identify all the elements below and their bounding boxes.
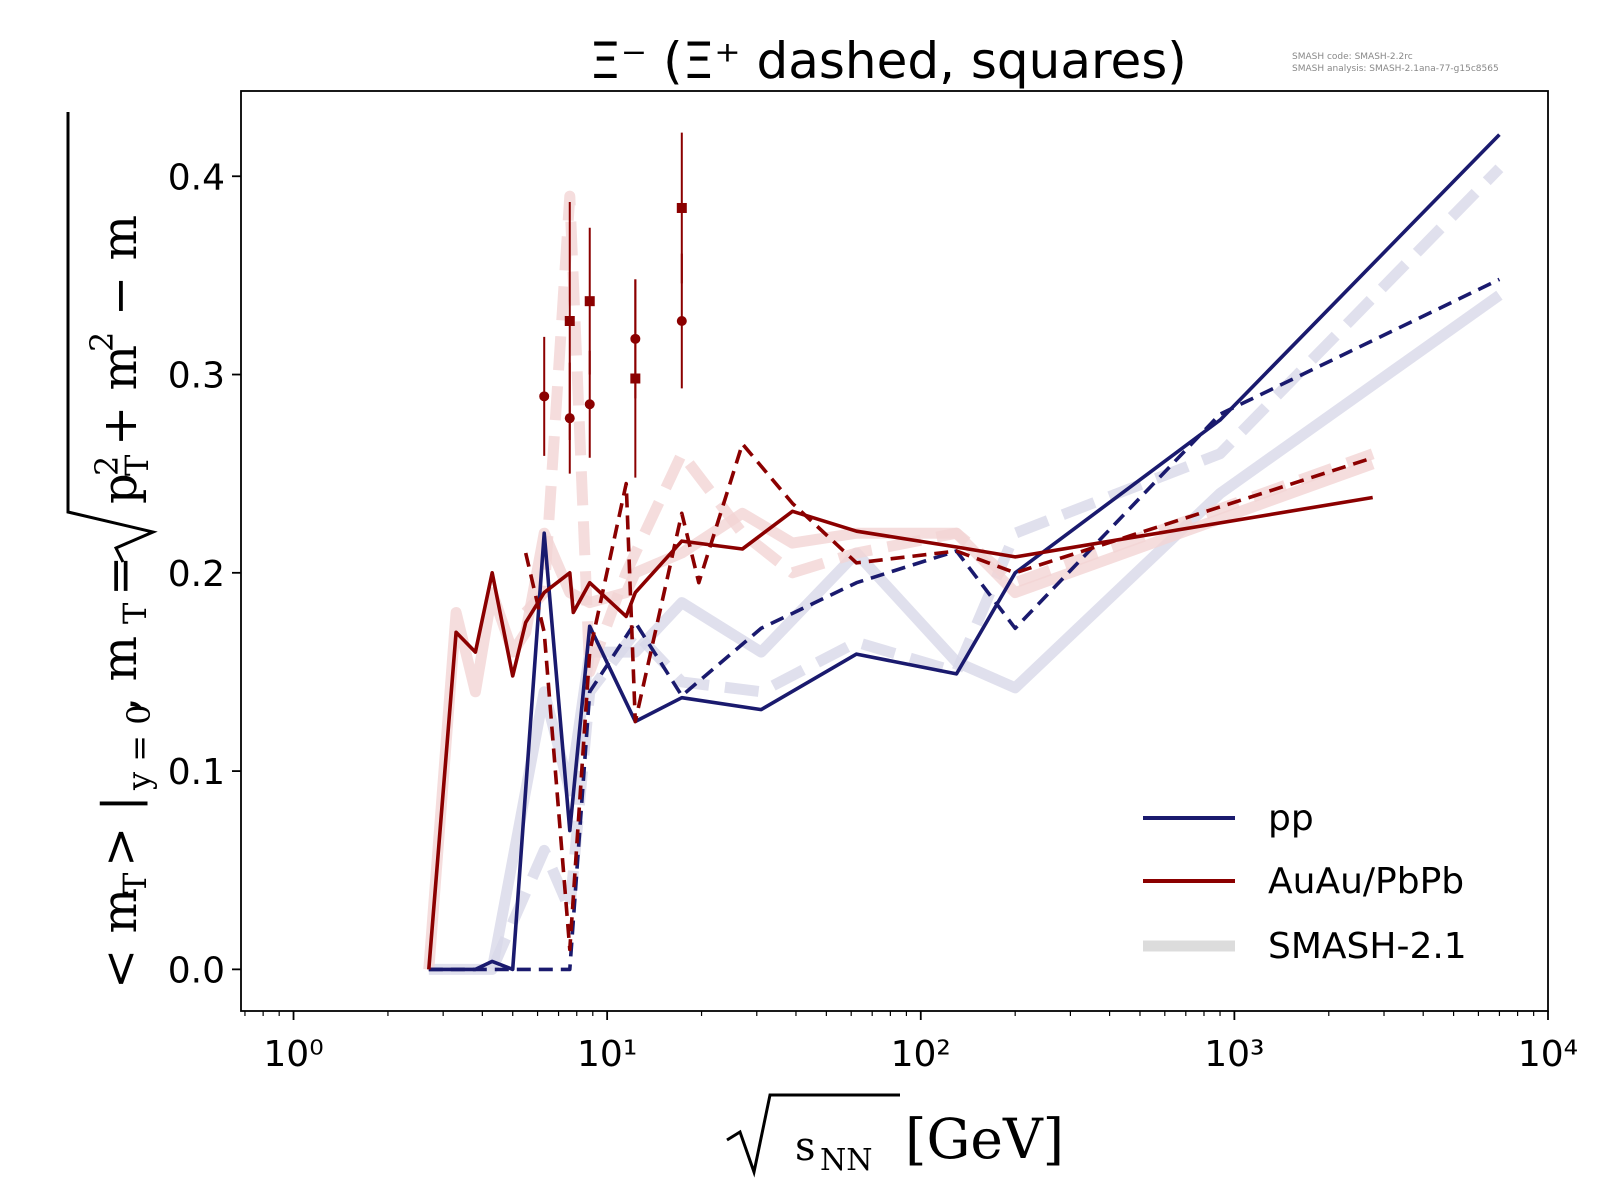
x-axis-label: s NN [GeV] (726, 1093, 1064, 1178)
x-axis-ticks: 10⁰ 10¹ 10² 10³ 10⁴ (244, 1011, 1578, 1075)
svg-text:NN: NN (820, 1143, 873, 1178)
plot-area (423, 132, 1504, 975)
svg-text:< m: < m (92, 888, 148, 989)
data-point-circle (676, 316, 687, 326)
svg-text:p: p (92, 473, 148, 504)
svg-text:T: T (116, 872, 154, 894)
data-point-square (584, 296, 595, 307)
series-lines (427, 133, 1501, 972)
svg-text:[GeV]: [GeV] (905, 1107, 1064, 1171)
data-point-square (630, 373, 641, 384)
data-point-square (564, 316, 575, 326)
data-points (539, 132, 687, 478)
y-tick-label: 0.4 (168, 157, 225, 198)
svg-text:> |: > | (92, 795, 148, 867)
y-tick-label: 0.0 (168, 950, 225, 991)
series-line-aa_xim (427, 495, 1373, 970)
svg-text:− m: − m (92, 215, 148, 316)
legend: pp AuAu/PbPb SMASH-2.1 (1143, 798, 1467, 967)
series-line-pp_xip (428, 277, 1501, 972)
svg-text:y = 0: y = 0 (120, 704, 158, 791)
series-line-ref_pp_xim (428, 290, 1503, 975)
svg-text:T: T (118, 454, 156, 476)
legend-label-smash: SMASH-2.1 (1268, 926, 1467, 967)
legend-label-pp: pp (1268, 798, 1314, 839)
series-line-aa_xip (523, 442, 1374, 952)
y-axis-ticks: 0.0 0.1 0.2 0.3 0.4 (168, 157, 241, 991)
series-line-ref_pp_xip (487, 164, 1504, 972)
svg-text:s: s (795, 1124, 816, 1170)
axes-frame (240, 90, 1549, 1012)
smash-code-label: SMASH code: SMASH-2.2rc (1292, 52, 1413, 62)
svg-text:, m: , m (92, 636, 148, 712)
svg-text:T: T (116, 602, 154, 624)
x-tick-label: 10³ (1204, 1034, 1264, 1075)
data-point-circle (539, 391, 550, 402)
svg-text:+ m: + m (92, 345, 148, 446)
series-line-ref_aa_xip (521, 190, 1375, 678)
x-tick-label: 10¹ (577, 1034, 637, 1075)
chart-title: Ξ⁻ (Ξ⁺ dashed, squares) (589, 32, 1187, 90)
svg-text:2: 2 (83, 332, 121, 352)
svg-text:=: = (92, 556, 148, 596)
y-tick-label: 0.2 (168, 554, 225, 595)
x-tick-label: 10⁰ (263, 1034, 323, 1075)
x-tick-label: 10⁴ (1518, 1034, 1578, 1075)
data-point-square (676, 202, 687, 213)
data-point-circle (584, 399, 595, 410)
smash-analysis-label: SMASH analysis: SMASH-2.1ana-77-g15c8565 (1292, 64, 1499, 74)
y-tick-label: 0.1 (168, 752, 225, 793)
y-tick-label: 0.3 (168, 356, 225, 397)
y-axis-label: < m T > | y = 0 , m T = p 2 T + m 2 − m (66, 112, 158, 989)
svg-text:2: 2 (88, 456, 126, 476)
x-tick-label: 10² (891, 1034, 951, 1075)
legend-label-auau: AuAu/PbPb (1268, 861, 1464, 902)
